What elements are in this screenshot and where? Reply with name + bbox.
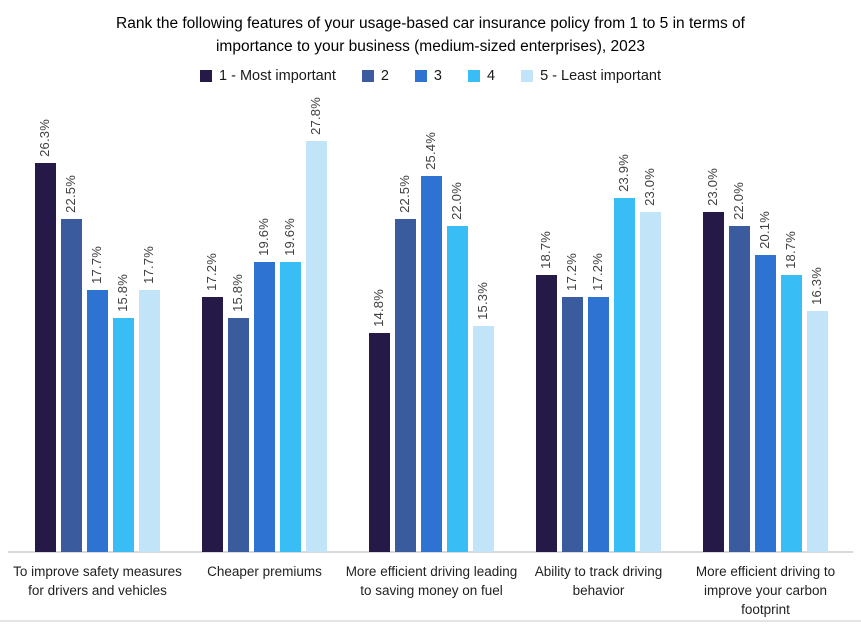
bar-rank3-cat5 (755, 255, 776, 552)
bar-value-label: 22.5% (63, 175, 78, 213)
bar-rank3-cat2 (254, 262, 275, 552)
legend-swatch-icon (200, 70, 212, 82)
bar-value-label: 15.3% (475, 282, 490, 320)
bar-value-label: 17.7% (89, 246, 104, 284)
legend-label: 1 - Most important (219, 68, 336, 84)
legend-swatch-icon (361, 70, 374, 82)
category-label-5: More efficient driving to improve your c… (695, 564, 836, 617)
chart-title: Rank the following features of your usag… (0, 12, 861, 58)
bar-rank4-cat3 (447, 226, 468, 552)
bar-value-label: 18.7% (783, 231, 798, 269)
bar-value-label: 23.0% (642, 168, 657, 206)
bar-rank2-cat3 (395, 219, 416, 552)
bar-value-label: 22.5% (397, 175, 412, 213)
bar-rank3-cat3 (421, 176, 442, 552)
bar-value-label: 17.2% (564, 253, 579, 291)
bar-rank1-cat3 (369, 333, 390, 552)
bar-value-label: 22.0% (449, 182, 464, 220)
bar-rank1-cat2 (202, 297, 223, 552)
bar-rank3-cat4 (588, 297, 609, 552)
bar-rank5-cat3 (473, 326, 494, 552)
legend-label: 5 - Least important (540, 68, 661, 84)
bar-rank2-cat1 (61, 219, 82, 552)
legend-swatch-icon (468, 70, 480, 82)
bar-rank1-cat5 (703, 212, 724, 552)
bar-rank5-cat2 (306, 141, 327, 552)
bar-rank2-cat4 (562, 297, 583, 552)
bar-value-label: 25.4% (423, 132, 438, 170)
x-axis-line (8, 551, 853, 553)
legend-swatch-icon (414, 70, 427, 82)
bottom-divider (0, 620, 861, 622)
bar-value-label: 18.7% (538, 231, 553, 269)
bar-value-label: 14.8% (371, 289, 386, 327)
bar-value-label: 23.9% (616, 154, 631, 192)
bar-rank4-cat4 (614, 198, 635, 552)
bar-value-label: 17.2% (590, 253, 605, 291)
legend-item-3: 3 (414, 68, 442, 84)
bar-rank5-cat1 (139, 290, 160, 552)
bar-value-label: 17.2% (204, 253, 219, 291)
bar-value-label: 16.3% (809, 267, 824, 305)
legend-item-1: 1 - Most important (200, 68, 336, 84)
chart-title-line1: Rank the following features of your usag… (116, 15, 745, 32)
legend-item-4: 4 (468, 68, 495, 84)
category-label-4: Ability to track driving behavior (534, 564, 663, 598)
bar-rank5-cat5 (807, 311, 828, 552)
bar-value-label: 26.3% (37, 119, 52, 157)
bar-rank5-cat4 (640, 212, 661, 552)
bar-value-label: 19.6% (282, 218, 297, 256)
bar-rank4-cat1 (113, 318, 134, 552)
bar-rank1-cat4 (536, 275, 557, 552)
bar-rank4-cat5 (781, 275, 802, 552)
bar-value-label: 19.6% (256, 218, 271, 256)
chart-title-line2: importance to your business (medium-size… (215, 38, 646, 55)
category-label-2: Cheaper premiums (207, 564, 322, 579)
bar-rank1-cat1 (35, 163, 56, 552)
bar-value-label: 15.8% (115, 274, 130, 312)
legend-item-5: 5 - Least important (521, 68, 661, 84)
bar-rank2-cat5 (729, 226, 750, 552)
bar-value-label: 27.8% (308, 97, 323, 135)
bar-value-label: 22.0% (731, 182, 746, 220)
legend-label: 2 (380, 68, 389, 84)
category-label-3: More efficient driving leading to saving… (345, 564, 518, 598)
legend-item-2: 2 (361, 68, 389, 84)
bar-rank3-cat1 (87, 290, 108, 552)
bar-rank2-cat2 (228, 318, 249, 552)
legend: 1 - Most important 2 3 4 5 - Least important (0, 68, 861, 84)
bar-value-label: 20.1% (757, 211, 772, 249)
bar-value-label: 23.0% (705, 168, 720, 206)
bar-rank4-cat2 (280, 262, 301, 552)
legend-label: 3 (433, 68, 442, 84)
category-label-1: To improve safety measures for drivers a… (13, 564, 182, 598)
bar-value-label: 15.8% (230, 274, 245, 312)
legend-label: 4 (487, 68, 496, 84)
legend-swatch-icon (521, 70, 534, 82)
bar-value-label: 17.7% (141, 246, 156, 284)
